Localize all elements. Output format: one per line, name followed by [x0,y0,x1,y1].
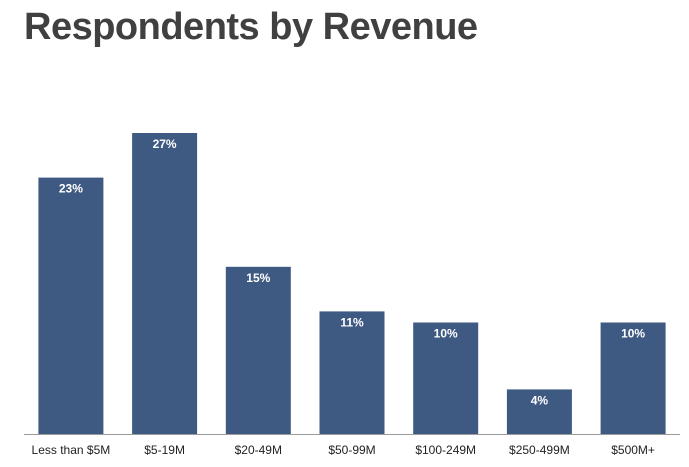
bar-3 [319,311,385,434]
bar-value-label-6: 10% [621,327,645,341]
bar-value-label-1: 27% [153,137,177,151]
bar-5 [506,389,572,434]
x-tick-label-3: $50-99M [328,443,375,457]
bar-0 [38,177,104,434]
bar-value-label-3: 11% [340,315,364,329]
bar-value-label-0: 23% [59,182,83,196]
bar-6 [600,322,666,434]
bar-2 [225,266,291,434]
bar-value-label-2: 15% [246,271,270,285]
chart-title: Respondents by Revenue [24,6,478,48]
x-tick-labels-group: Less than $5M $5-19M $20-49M $50-99M $100-24… [32,443,655,457]
x-tick-label-1: $5-19M [144,443,185,457]
bar-value-label-4: 10% [434,327,458,341]
x-tick-label-4: $100-249M [415,443,476,457]
x-tick-label-5: $250-499M [509,443,570,457]
x-tick-label-2: $20-49M [235,443,282,457]
bar-4 [413,322,479,434]
bar-1 [132,133,198,434]
x-tick-label-0: Less than $5M [32,443,111,457]
x-tick-label-6: $500M+ [611,443,655,457]
bar-value-label-5: 4% [531,393,549,407]
bars-group [38,133,666,434]
bar-labels-group: 23% 27% 15% 11% 10% 4% 10% [59,137,646,407]
